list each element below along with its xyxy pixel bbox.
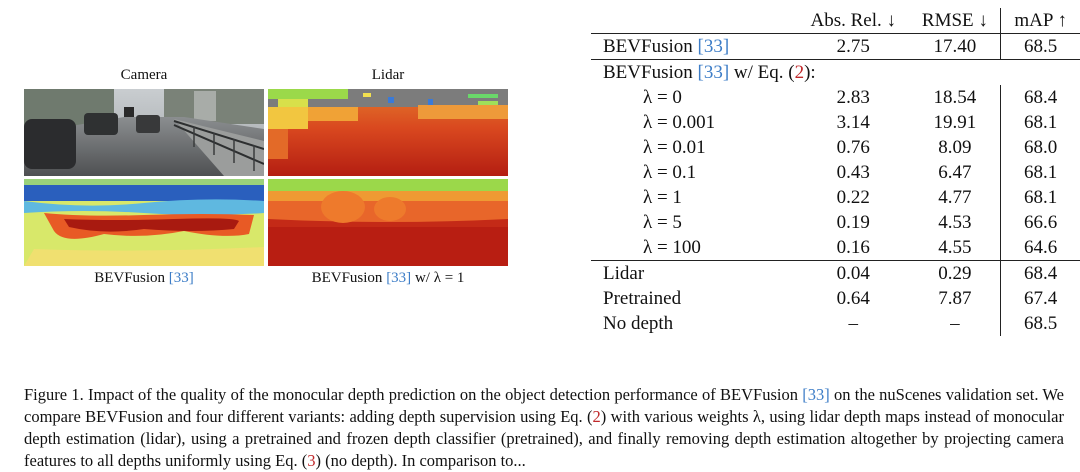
- equation-link[interactable]: 2: [794, 62, 805, 83]
- row-abs-rel: 3.14: [836, 112, 870, 133]
- group-header: BEVFusion [33] w/ Eq. (2):: [603, 62, 816, 83]
- camera-label: Camera: [120, 67, 168, 83]
- results-table: Abs. Rel. ↓ RMSE ↓ mAP ↑ BEVFusion [33] …: [591, 8, 1080, 336]
- row-rmse: 4.53: [938, 212, 972, 233]
- header-method: [591, 8, 797, 34]
- bevfusion-lambda-label-suffix: w/ λ = 1: [411, 270, 465, 286]
- row-map: 68.1: [1000, 110, 1080, 135]
- row-abs-rel: 0.04: [797, 260, 910, 286]
- lambda-rows: λ = 0 2.83 18.54 68.4 λ = 0.001 3.14 19.91 68.1…: [591, 85, 1080, 261]
- bevfusion-bev-image: [24, 179, 264, 266]
- baseline-rmse: 17.40: [909, 33, 1001, 60]
- baseline-method: BEVFusion [33]: [591, 33, 798, 60]
- bevfusion-lambda-label: BEVFusion [33] w/ λ = 1: [268, 270, 508, 287]
- row-rmse: 6.47: [938, 162, 972, 183]
- row-label: No depth: [603, 313, 674, 334]
- lambda-row: λ = 0.001 3.14 19.91 68.1: [591, 110, 1080, 135]
- header-map: mAP ↑: [1000, 8, 1080, 34]
- lambda-row: λ = 0 2.83 18.54 68.4: [591, 85, 1080, 110]
- row-rmse: 8.09: [938, 137, 972, 158]
- variant-row: Lidar 0.04 0.29 68.4: [591, 260, 1080, 286]
- citation-link[interactable]: [33]: [386, 270, 412, 286]
- row-abs-rel: –: [848, 313, 858, 334]
- row-rmse: 18.54: [933, 87, 977, 108]
- equation-link[interactable]: 2: [592, 407, 601, 426]
- lambda-row: λ = 0.1 0.43 6.47 68.1: [591, 160, 1080, 185]
- row-rmse: –: [950, 313, 960, 334]
- row-rmse: 0.29: [909, 260, 1001, 286]
- lambda-row: λ = 5 0.19 4.53 66.6: [591, 210, 1080, 235]
- group-header-row: BEVFusion [33] w/ Eq. (2):: [591, 60, 1080, 86]
- bevfusion-label: BEVFusion [33]: [24, 270, 264, 287]
- row-abs-rel: 0.19: [836, 212, 870, 233]
- row-label: λ = 0.1: [643, 162, 697, 183]
- lambda-row: λ = 0.01 0.76 8.09 68.0: [591, 135, 1080, 160]
- row-abs-rel: 2.83: [836, 87, 870, 108]
- row-label: λ = 5: [643, 212, 682, 233]
- bevfusion-lambda-label-text: BEVFusion: [311, 270, 383, 286]
- row-rmse: 19.91: [933, 112, 977, 133]
- variant-row: Pretrained 0.64 7.87 67.4: [591, 286, 1080, 311]
- row-label: λ = 0: [643, 87, 682, 108]
- row-abs-rel: 0.76: [836, 137, 870, 158]
- row-label: λ = 0.01: [643, 137, 706, 158]
- row-map: 68.4: [1000, 85, 1080, 110]
- row-label: Pretrained: [603, 288, 682, 309]
- lambda-row: λ = 100 0.16 4.55 64.6: [591, 235, 1080, 261]
- lambda-row: λ = 1 0.22 4.77 68.1: [591, 185, 1080, 210]
- row-abs-rel: 0.16: [836, 237, 870, 258]
- row-abs-rel: 0.64: [836, 288, 870, 309]
- row-map: 68.4: [1000, 260, 1080, 286]
- row-map: 64.6: [1000, 235, 1080, 261]
- row-map: 67.4: [1000, 286, 1080, 311]
- row-rmse: 4.55: [938, 237, 972, 258]
- row-label: Lidar: [591, 260, 798, 286]
- citation-link[interactable]: [33]: [697, 36, 730, 57]
- camera-image: [24, 89, 264, 176]
- citation-link[interactable]: [33]: [697, 62, 730, 83]
- row-map: 68.5: [1000, 311, 1080, 336]
- header-rmse: RMSE ↓: [921, 10, 988, 31]
- baseline-row: BEVFusion [33] 2.75 17.40 68.5: [591, 33, 1080, 60]
- header-abs-rel: Abs. Rel. ↓: [810, 10, 896, 31]
- row-map: 68.0: [1000, 135, 1080, 160]
- bevfusion-label-text: BEVFusion: [94, 270, 166, 286]
- row-abs-rel: 0.22: [836, 187, 870, 208]
- bevfusion-lambda-image: [268, 179, 508, 266]
- lidar-image: [268, 89, 508, 176]
- figure-caption: Figure 1. Impact of the quality of the m…: [24, 385, 1064, 470]
- row-label: λ = 1: [643, 187, 682, 208]
- citation-link[interactable]: [33]: [168, 270, 194, 286]
- other-rows: Lidar 0.04 0.29 68.4 Pretrained 0.64 7.87 67.4 N…: [591, 260, 1080, 336]
- baseline-map: 68.5: [1000, 33, 1080, 60]
- citation-link[interactable]: [33]: [802, 385, 830, 404]
- baseline-abs-rel: 2.75: [797, 33, 910, 60]
- row-rmse: 7.87: [938, 288, 972, 309]
- row-map: 66.6: [1000, 210, 1080, 235]
- table-header-row: Abs. Rel. ↓ RMSE ↓ mAP ↑: [591, 8, 1080, 34]
- row-rmse: 4.77: [938, 187, 972, 208]
- row-map: 68.1: [1000, 185, 1080, 210]
- row-abs-rel: 0.43: [836, 162, 870, 183]
- variant-row: No depth – – 68.5: [591, 311, 1080, 336]
- row-label: λ = 0.001: [643, 112, 716, 133]
- lidar-label: Lidar: [371, 67, 405, 83]
- row-label: λ = 100: [643, 237, 701, 258]
- row-map: 68.1: [1000, 160, 1080, 185]
